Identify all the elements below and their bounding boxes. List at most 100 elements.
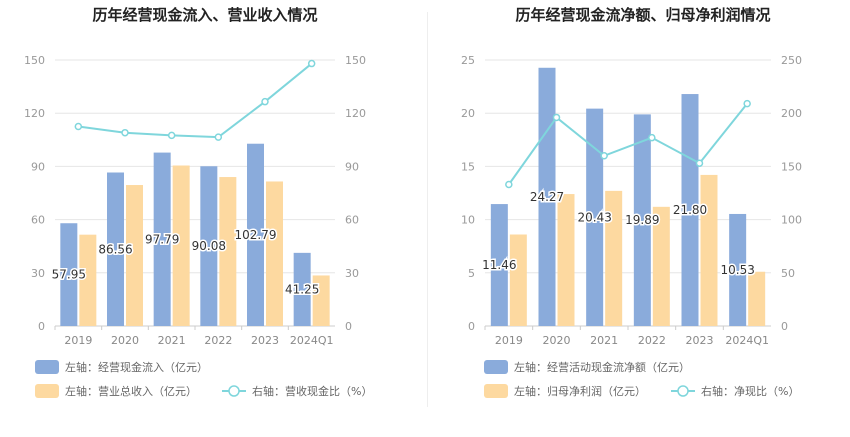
right-axis-tick: 60 — [345, 214, 359, 227]
data-label: 86.56 — [98, 242, 132, 256]
data-label: 97.79 — [145, 232, 179, 246]
x-axis-tick: 2020 — [543, 334, 571, 347]
right-axis-tick: 50 — [781, 267, 795, 280]
data-label: 11.46 — [482, 258, 516, 272]
x-axis-tick: 2024Q1 — [725, 334, 769, 347]
data-label: 90.08 — [192, 239, 226, 253]
bar-secondary — [605, 190, 623, 326]
bar-secondary — [266, 181, 283, 326]
legend-swatch — [484, 360, 508, 374]
data-label: 19.89 — [625, 213, 659, 227]
left-axis-tick: 60 — [31, 214, 45, 227]
left-axis-tick: 15 — [461, 160, 475, 173]
right-axis-tick: 100 — [781, 214, 802, 227]
bar-secondary — [557, 194, 575, 326]
bar-primary — [490, 204, 508, 326]
legend-label: 左轴：营业总收入（亿元） — [65, 384, 197, 398]
left-axis-tick: 30 — [31, 267, 45, 280]
left-axis-tick: 5 — [468, 267, 475, 280]
data-label: 102.79 — [235, 228, 277, 242]
ratio-point — [695, 159, 704, 167]
legend-swatch — [35, 384, 59, 398]
left-axis-tick: 150 — [24, 54, 45, 67]
right-axis-tick: 120 — [345, 107, 366, 120]
left-axis-tick: 0 — [38, 320, 45, 333]
bar-secondary — [312, 275, 330, 326]
data-label: 10.53 — [720, 263, 754, 277]
chart-cashflow-inflow-revenue: 历年经营现金流入、营业收入情况 0 30 60 90 120 150 0 30 60 90 120 15… — [24, 6, 372, 398]
x-axis-tick: 2022 — [638, 334, 666, 347]
data-label: 21.80 — [673, 203, 707, 217]
bar-secondary — [79, 234, 97, 326]
right-axis-tick: 250 — [781, 54, 802, 67]
ratio-point — [307, 59, 316, 68]
right-axis-tick: 150 — [781, 160, 802, 173]
bar-primary — [729, 213, 747, 326]
bar-secondary — [700, 174, 718, 326]
ratio-point — [121, 128, 129, 137]
ratio-line — [508, 102, 748, 186]
ratio-point — [214, 133, 223, 141]
x-axis-tick: 2019 — [64, 334, 92, 347]
x-axis-tick: 2019 — [495, 334, 523, 347]
ratio-point — [552, 113, 561, 122]
legend-swatch — [35, 360, 59, 374]
bar-primary — [200, 166, 218, 326]
bar-primary — [633, 114, 651, 327]
chart-title: 历年经营现金流入、营业收入情况 — [92, 6, 317, 24]
right-axis-tick: 0 — [781, 320, 788, 333]
ratio-point — [648, 133, 656, 142]
bar-primary — [681, 94, 699, 326]
data-label: 24.27 — [530, 190, 564, 204]
bar-secondary — [172, 165, 190, 326]
left-axis-tick: 120 — [24, 107, 45, 120]
left-axis-tick: 10 — [461, 214, 475, 227]
chart-title: 历年经营现金流净额、归母净利润情况 — [515, 6, 770, 24]
right-axis-tick: 30 — [345, 267, 359, 280]
x-axis-tick: 2021 — [158, 334, 186, 347]
bar-secondary — [219, 177, 237, 326]
legend-marker — [228, 385, 240, 397]
left-axis-tick: 25 — [461, 54, 475, 67]
ratio-line — [78, 62, 313, 139]
bar-secondary — [126, 185, 143, 326]
bar-primary — [247, 143, 264, 326]
legend-label: 左轴：经营活动现金流净额（亿元） — [514, 360, 690, 374]
ratio-point — [505, 180, 513, 189]
bar-primary — [293, 252, 311, 326]
left-axis-tick: 20 — [461, 107, 475, 120]
ratio-point — [743, 99, 751, 108]
legend-swatch — [484, 384, 508, 398]
x-axis-tick: 2021 — [590, 334, 618, 347]
right-axis-tick: 150 — [345, 54, 366, 67]
bar-secondary — [748, 271, 766, 326]
bar-primary — [538, 67, 556, 326]
left-axis-tick: 0 — [468, 320, 475, 333]
x-axis-tick: 2023 — [251, 334, 279, 347]
ratio-point — [74, 122, 83, 131]
legend-label: 右轴：营收现金比（%） — [252, 384, 372, 398]
bar-secondary — [509, 234, 527, 326]
legend-label: 左轴：经营现金流入（亿元） — [65, 360, 208, 374]
right-axis-tick: 0 — [345, 320, 352, 333]
right-axis-tick: 200 — [781, 107, 802, 120]
x-axis-tick: 2022 — [204, 334, 232, 347]
bar-primary — [153, 152, 171, 326]
ratio-point — [261, 97, 269, 106]
bar-secondary — [652, 206, 670, 326]
ratio-point — [167, 131, 176, 140]
chart-net-cashflow-net-profit: 历年经营现金流净额、归母净利润情况05101520250501001502002… — [461, 6, 802, 398]
panel-divider — [427, 12, 428, 407]
bar-primary — [60, 223, 78, 326]
x-axis-tick: 2024Q1 — [290, 334, 334, 347]
right-axis-tick: 90 — [345, 160, 359, 173]
bar-primary — [107, 172, 124, 326]
legend-label: 左轴：归母净利润（亿元） — [514, 384, 646, 398]
bar-primary — [586, 108, 604, 326]
left-axis-tick: 90 — [31, 160, 45, 173]
data-label: 41.25 — [285, 282, 319, 296]
data-label: 20.43 — [577, 210, 611, 224]
x-axis-tick: 2020 — [111, 334, 139, 347]
legend-marker — [677, 385, 689, 397]
